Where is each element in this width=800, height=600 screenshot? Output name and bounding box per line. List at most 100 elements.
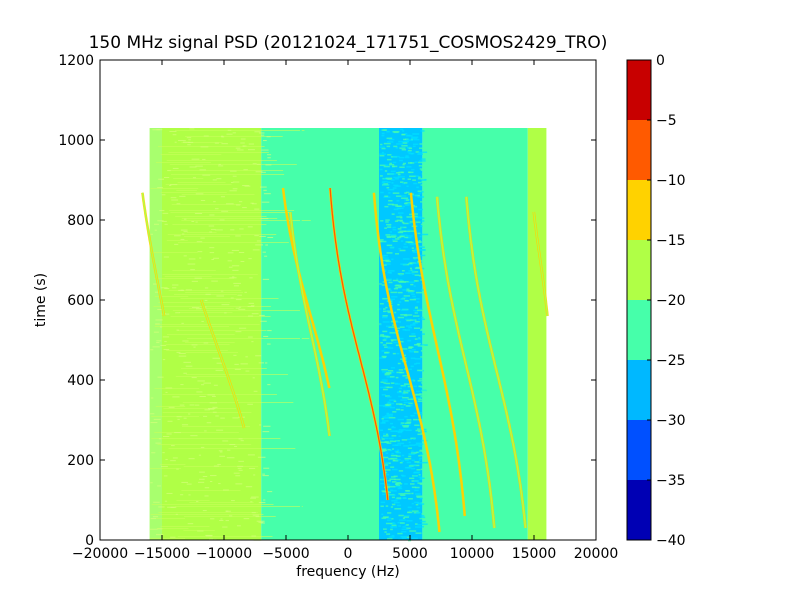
noise-speckle [171, 199, 179, 201]
noise-speckle [416, 511, 421, 514]
noise-speckle [419, 217, 425, 219]
noise-speckle [267, 157, 271, 159]
noise-speckle [400, 409, 404, 411]
noise-streak [181, 426, 251, 427]
noise-streak [185, 342, 235, 343]
noise-speckle [402, 178, 405, 180]
noise-speckle [397, 303, 400, 306]
noise-speckle [183, 255, 187, 257]
noise-speckle [209, 402, 218, 404]
noise-speckle [402, 396, 409, 399]
noise-speckle [247, 226, 253, 228]
noise-speckle [231, 500, 235, 502]
noise-speckle [415, 216, 421, 219]
noise-streak [172, 270, 216, 271]
noise-speckle [418, 161, 425, 164]
noise-speckle [421, 166, 429, 168]
noise-speckle [153, 331, 159, 333]
noise-speckle [395, 344, 400, 347]
noise-speckle [204, 430, 207, 432]
noise-speckle [164, 500, 168, 502]
noise-speckle [417, 369, 423, 372]
noise-speckle [419, 264, 426, 267]
noise-speckle [412, 145, 416, 148]
noise-speckle [204, 287, 209, 289]
noise-speckle [415, 442, 422, 445]
noise-speckle [405, 318, 412, 321]
noise-speckle [408, 222, 412, 224]
noise-speckle [204, 495, 209, 497]
noise-speckle [420, 316, 424, 319]
noise-speckle [167, 170, 171, 172]
noise-speckle [419, 168, 425, 170]
noise-speckle [420, 468, 425, 471]
noise-speckle [407, 229, 412, 232]
noise-speckle [180, 238, 185, 240]
signal-track [282, 187, 330, 389]
noise-speckle [191, 306, 200, 308]
noise-speckle [414, 397, 421, 400]
noise-speckle [400, 494, 406, 497]
noise-speckle [391, 524, 397, 527]
noise-streak [165, 184, 232, 185]
noise-speckle [410, 283, 414, 286]
noise-streak [169, 164, 297, 165]
noise-speckle [398, 395, 404, 398]
y-axis-label: time (s) [33, 273, 49, 327]
heatmap-band [261, 128, 379, 540]
noise-speckle [181, 481, 189, 483]
noise-speckle [396, 497, 402, 499]
noise-speckle [219, 451, 223, 453]
noise-speckle [199, 395, 206, 397]
noise-speckle [421, 233, 429, 236]
noise-speckle [411, 293, 415, 296]
noise-speckle [259, 314, 265, 316]
noise-speckle [418, 254, 426, 257]
noise-speckle [261, 171, 266, 173]
noise-speckle [209, 247, 215, 249]
noise-speckle [417, 430, 421, 433]
colorbar-segment [627, 420, 651, 480]
noise-speckle [411, 136, 419, 138]
noise-speckle [415, 503, 419, 506]
noise-speckle [400, 280, 404, 283]
noise-speckle [216, 178, 222, 180]
noise-speckle [194, 277, 202, 279]
noise-speckle [391, 503, 396, 506]
noise-speckle [413, 464, 420, 467]
noise-speckle [252, 249, 260, 251]
noise-speckle [419, 503, 425, 505]
noise-speckle [238, 308, 246, 310]
noise-speckle [190, 269, 195, 271]
noise-speckle [198, 481, 205, 483]
noise-speckle [385, 278, 392, 281]
noise-speckle [395, 195, 402, 197]
noise-streak [177, 242, 289, 243]
signal-track [410, 192, 466, 517]
noise-speckle [240, 261, 245, 263]
noise-speckle [401, 392, 406, 395]
noise-streak [166, 350, 228, 351]
noise-speckle [169, 130, 177, 132]
signal-track [465, 196, 527, 529]
noise-speckle [226, 133, 233, 135]
noise-speckle [162, 452, 165, 454]
noise-speckle [386, 178, 393, 180]
noise-speckle [412, 251, 419, 254]
noise-speckle [236, 525, 241, 527]
noise-speckle [398, 493, 405, 495]
colorbar: −40 −35 −30 −25 −20 −15 −10 −5 0 [626, 53, 686, 549]
noise-streak [162, 412, 252, 413]
y-tick-label: 1000 [58, 133, 94, 149]
noise-speckle [149, 528, 158, 530]
noise-speckle [402, 526, 407, 528]
noise-speckle [385, 505, 389, 507]
noise-streak [171, 174, 285, 175]
noise-speckle [380, 381, 384, 383]
noise-speckle [185, 289, 193, 291]
noise-speckle [163, 256, 169, 258]
noise-streak [173, 178, 204, 179]
noise-speckle [397, 442, 405, 445]
noise-speckle [406, 288, 410, 291]
colorbar-tick-label: −40 [656, 533, 686, 549]
